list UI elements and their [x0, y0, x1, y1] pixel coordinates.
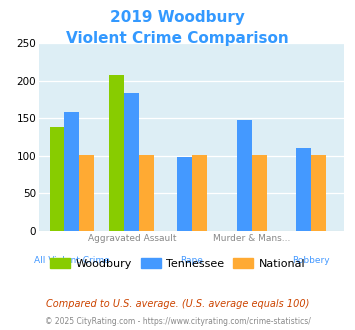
Text: © 2025 CityRating.com - https://www.cityrating.com/crime-statistics/: © 2025 CityRating.com - https://www.city… — [45, 317, 310, 326]
Bar — [124, 93, 139, 231]
Text: Murder & Mans...: Murder & Mans... — [213, 234, 290, 243]
Bar — [236, 120, 252, 231]
Bar — [177, 157, 192, 231]
Text: Aggravated Assault: Aggravated Assault — [88, 234, 176, 243]
Bar — [296, 148, 311, 231]
Bar — [65, 112, 80, 231]
Text: Violent Crime Comparison: Violent Crime Comparison — [66, 31, 289, 46]
Text: Rape: Rape — [180, 256, 203, 265]
Text: All Violent Crime: All Violent Crime — [34, 256, 110, 265]
Bar — [192, 155, 207, 231]
Bar — [80, 155, 94, 231]
Bar — [139, 155, 154, 231]
Bar — [311, 155, 326, 231]
Bar — [109, 75, 124, 231]
Text: Compared to U.S. average. (U.S. average equals 100): Compared to U.S. average. (U.S. average … — [46, 299, 309, 309]
Bar — [50, 127, 65, 231]
Bar — [252, 155, 267, 231]
Text: Robbery: Robbery — [293, 256, 330, 265]
Text: 2019 Woodbury: 2019 Woodbury — [110, 10, 245, 25]
Legend: Woodbury, Tennessee, National: Woodbury, Tennessee, National — [45, 254, 310, 273]
